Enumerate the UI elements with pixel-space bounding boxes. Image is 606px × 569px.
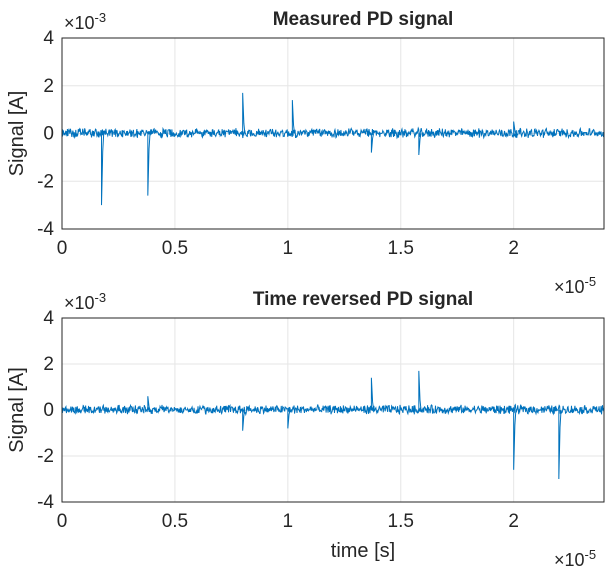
- x-axis-multiplier: ×10-5: [554, 547, 596, 569]
- x-tick-label: 1: [283, 238, 294, 259]
- y-axis-label: Signal [A]: [6, 367, 28, 453]
- y-tick-label: 0: [43, 400, 54, 421]
- axes-frame: [61, 317, 605, 503]
- y-axis-multiplier: ×10-3: [64, 290, 106, 313]
- tick-labels: 0 0.5 1 1.5 2 -4 -2 0 2 4: [37, 28, 519, 259]
- x-axis-label: time [s]: [331, 540, 395, 562]
- chart-title: Measured PD signal: [273, 9, 454, 30]
- axes-frame: [61, 37, 605, 230]
- y-tick-label: -4: [37, 492, 54, 513]
- x-tick-label: 0.5: [162, 511, 188, 532]
- x-axis-multiplier: ×10-5: [554, 274, 596, 297]
- y-tick-label: -4: [37, 219, 54, 240]
- x-tick-label: 2: [508, 511, 519, 532]
- y-tick-label: -2: [37, 171, 54, 192]
- time-reversed-pd-signal-axes: 0 0.5 1 1.5 2 -4 -2 0 2 4 Time reversed PD signal…: [6, 289, 605, 569]
- y-tick-label: 0: [43, 124, 54, 145]
- chart-title: Time reversed PD signal: [253, 289, 473, 310]
- x-tick-label: 0.5: [162, 238, 188, 259]
- measured-pd-signal-trace: [61, 92, 605, 206]
- y-tick-label: -2: [37, 446, 54, 467]
- measured-pd-signal-axes: 0 0.5 1 1.5 2 -4 -2 0 2 4 Measured PD signal Sign…: [6, 9, 605, 297]
- y-tick-label: 4: [43, 28, 54, 49]
- tick-labels: 0 0.5 1 1.5 2 -4 -2 0 2 4: [37, 308, 519, 532]
- x-tick-label: 1.5: [388, 511, 414, 532]
- y-tick-label: 4: [43, 308, 54, 329]
- x-tick-label: 1: [283, 511, 294, 532]
- y-tick-label: 2: [43, 354, 54, 375]
- y-axis-label: Signal [A]: [6, 91, 28, 177]
- x-tick-label: 2: [508, 238, 519, 259]
- y-axis-multiplier: ×10-3: [64, 10, 106, 33]
- x-tick-label: 1.5: [388, 238, 414, 259]
- time-reversed-pd-signal-trace: [61, 370, 605, 480]
- y-tick-label: 2: [43, 76, 54, 97]
- x-tick-label: 0: [57, 511, 68, 532]
- x-tick-label: 0: [57, 238, 68, 259]
